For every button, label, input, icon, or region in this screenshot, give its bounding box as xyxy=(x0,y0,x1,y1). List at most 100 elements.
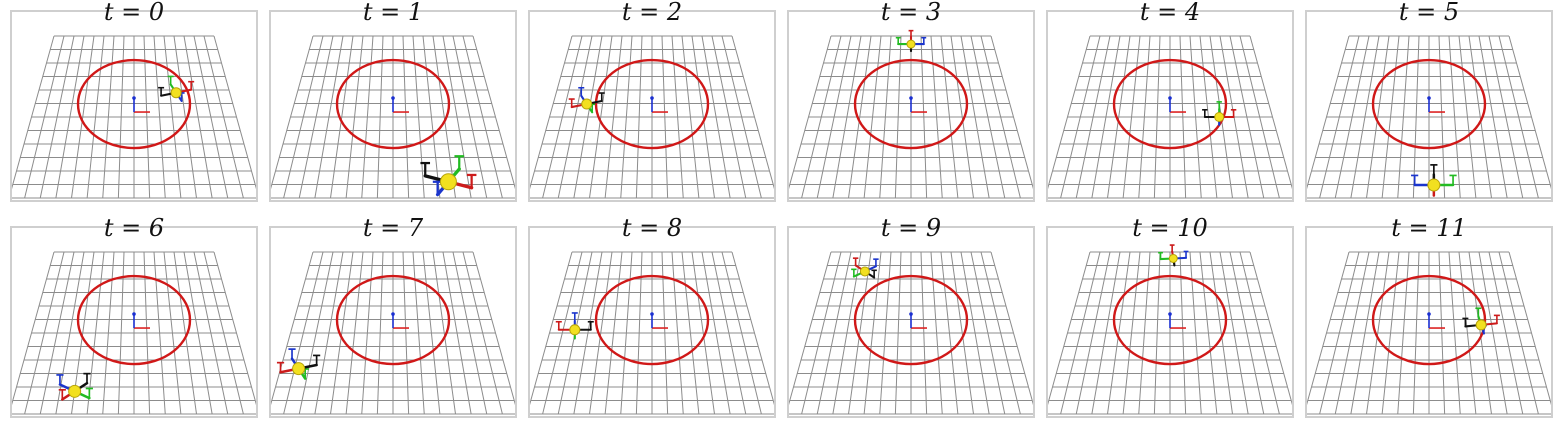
grid-line xyxy=(1488,251,1524,415)
z-axis-tip xyxy=(1168,312,1172,316)
grid-line xyxy=(863,35,882,199)
reference-circle xyxy=(594,58,710,150)
time-step-panel: t = 7 xyxy=(269,214,517,418)
time-step-panel: t = 10 xyxy=(1046,214,1294,418)
grid-line xyxy=(980,35,1021,199)
grid-line xyxy=(635,35,643,199)
grid-line xyxy=(604,35,623,199)
quadrotor-body xyxy=(581,98,593,110)
grid-line xyxy=(920,251,928,415)
grid-line xyxy=(452,35,488,199)
grid-line xyxy=(701,35,731,199)
grid-line xyxy=(12,35,55,190)
grid-line xyxy=(721,251,762,415)
grid-line xyxy=(816,35,852,199)
scene xyxy=(530,35,774,199)
grid-line xyxy=(1350,251,1380,415)
quadrotor xyxy=(1411,164,1457,197)
grid-line xyxy=(1478,251,1508,415)
grid-line xyxy=(314,35,344,199)
grid-line xyxy=(163,251,182,415)
origin-axes xyxy=(1427,96,1445,113)
grid-line xyxy=(920,35,928,199)
grid-line xyxy=(701,251,731,415)
grid-line xyxy=(1179,35,1187,199)
grid-line xyxy=(950,251,974,415)
grid-line xyxy=(1153,251,1161,415)
grid-line xyxy=(55,35,85,199)
grid-line xyxy=(1107,35,1131,199)
grid-line xyxy=(183,251,213,415)
scene xyxy=(789,251,1033,415)
grid-line xyxy=(1060,251,1101,415)
scene xyxy=(12,251,256,415)
grid-line xyxy=(832,35,862,199)
grid-plane xyxy=(530,35,774,199)
grid-line xyxy=(681,251,700,415)
grid-line xyxy=(848,35,872,199)
grid-line xyxy=(271,35,314,190)
scene xyxy=(271,35,515,199)
reference-circle xyxy=(853,274,969,366)
grid-plane xyxy=(1307,251,1551,415)
grid-line xyxy=(950,35,974,199)
grid-line xyxy=(345,251,364,415)
grid-line xyxy=(789,35,832,190)
grid-line xyxy=(213,35,256,190)
scene xyxy=(1307,35,1551,199)
time-step-panel: t = 6 xyxy=(10,214,258,418)
reference-circle xyxy=(1371,58,1487,150)
reference-circle xyxy=(1112,274,1228,366)
panel-title: t = 10 xyxy=(1132,214,1208,242)
grid-plane xyxy=(271,35,515,199)
grid-line xyxy=(376,35,384,199)
panel-title: t = 5 xyxy=(1398,0,1460,26)
grid-line xyxy=(1307,251,1350,406)
grid-line xyxy=(1229,251,1265,415)
grid-line xyxy=(39,35,75,199)
panel-title: t = 7 xyxy=(362,214,424,242)
origin-axes xyxy=(650,96,668,113)
quadrotor xyxy=(895,29,927,53)
time-step-panel: t = 3 xyxy=(787,0,1035,202)
grid-line xyxy=(589,35,613,199)
grid-line xyxy=(970,251,1006,415)
origin-axes xyxy=(132,312,150,329)
grid-line xyxy=(1381,35,1400,199)
quadrotor-body xyxy=(1475,319,1487,331)
time-step-panel: t = 11 xyxy=(1305,214,1553,418)
grid-line xyxy=(203,251,244,415)
grid-line xyxy=(432,35,456,199)
grid-line xyxy=(71,35,95,199)
grid-line xyxy=(573,251,603,415)
grid-line xyxy=(1412,35,1420,199)
grid-line xyxy=(1478,35,1508,199)
grid-line xyxy=(330,251,354,415)
grid-line xyxy=(542,35,583,199)
grid-line xyxy=(1319,35,1360,199)
grid-line xyxy=(1468,251,1492,415)
grid-line xyxy=(542,251,583,415)
grid-line xyxy=(376,251,384,415)
grid-line xyxy=(203,35,244,199)
grid-line xyxy=(193,35,229,199)
grid-plane xyxy=(1307,35,1551,199)
grid-line xyxy=(731,35,774,190)
quadrotor-body xyxy=(1168,253,1178,263)
origin-axes xyxy=(391,312,409,329)
panel-title: t = 0 xyxy=(103,0,165,26)
reference-circle xyxy=(1371,274,1487,366)
grid-line xyxy=(1091,35,1121,199)
grid-line xyxy=(940,35,959,199)
grid-line xyxy=(691,251,715,415)
grid-line xyxy=(1508,251,1551,406)
grid-line xyxy=(193,251,229,415)
time-step-panel: t = 1 xyxy=(269,0,517,202)
quadrotor-body xyxy=(1427,178,1441,192)
grid-line xyxy=(1107,251,1131,415)
origin-axes xyxy=(909,312,927,329)
grid-line xyxy=(731,251,774,406)
quadrotor-body xyxy=(906,39,916,49)
origin-axes xyxy=(391,96,409,113)
grid-line xyxy=(1091,251,1121,415)
